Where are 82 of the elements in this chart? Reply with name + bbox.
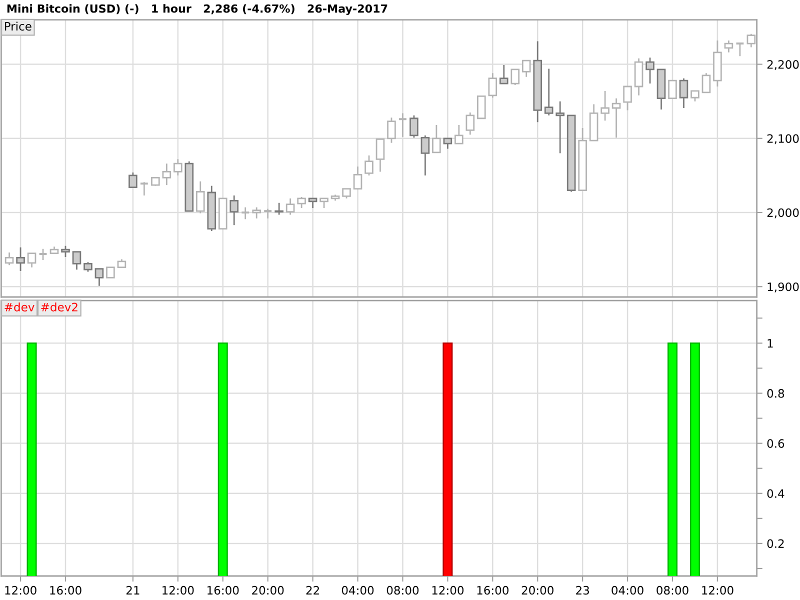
x-tick-label: 12:00 bbox=[432, 586, 464, 595]
candlestick bbox=[320, 198, 328, 209]
candlestick bbox=[308, 198, 318, 209]
candlestick bbox=[443, 138, 452, 150]
candlestick bbox=[162, 162, 172, 186]
x-tick-label: 12:00 bbox=[702, 586, 734, 595]
x-tick-label: 04:00 bbox=[612, 586, 644, 595]
y-tick-label: 0.6 bbox=[767, 439, 784, 448]
candlestick bbox=[84, 261, 92, 272]
candlestick bbox=[668, 80, 677, 100]
annotation: Price bbox=[4, 22, 32, 31]
candlestick bbox=[477, 95, 486, 120]
candlestick bbox=[646, 56, 654, 84]
candlestick bbox=[27, 252, 36, 268]
candlestick bbox=[252, 206, 261, 220]
candlestick bbox=[4, 252, 14, 266]
chart-title: Mini Bitcoin (USD) (-) 1 hour 2,286 (-4.67%) 26-May-2017 bbox=[7, 4, 388, 16]
candlestick bbox=[139, 181, 149, 196]
y-tick-label: 1 bbox=[768, 339, 773, 348]
candlestick bbox=[499, 64, 508, 84]
candlestick bbox=[746, 33, 756, 48]
candlestick bbox=[690, 90, 700, 102]
candlestick bbox=[679, 78, 688, 109]
x-tick-label: 04:00 bbox=[342, 586, 374, 595]
y-tick-label: 0.4 bbox=[767, 489, 784, 498]
y-tick-label: 1,900 bbox=[768, 282, 799, 292]
x-tick-label: 12:00 bbox=[162, 586, 194, 595]
annotation: #dev2 bbox=[41, 302, 78, 312]
candlestick bbox=[510, 68, 520, 86]
candlestick bbox=[702, 72, 711, 94]
candlestick bbox=[724, 40, 734, 54]
candlestick bbox=[364, 154, 374, 176]
y-tick-label: 2,200 bbox=[767, 60, 799, 70]
candlestick bbox=[94, 268, 104, 287]
candlestick bbox=[240, 206, 250, 220]
x-tick-label: 21 bbox=[126, 586, 140, 594]
x-tick-label: 12:00 bbox=[5, 586, 36, 595]
x-tick-label: 08:00 bbox=[656, 586, 688, 595]
candlestick bbox=[353, 166, 362, 190]
candlestick bbox=[38, 248, 48, 261]
candlestick bbox=[16, 246, 25, 272]
candlestick bbox=[735, 42, 745, 57]
x-tick-label: 16:00 bbox=[50, 586, 82, 595]
candlestick bbox=[128, 172, 138, 188]
y-tick-label: 0.8 bbox=[767, 389, 784, 398]
candlestick bbox=[600, 90, 610, 122]
candlestick bbox=[174, 158, 182, 176]
candlestick bbox=[556, 100, 564, 154]
annotation: #dev bbox=[4, 302, 34, 312]
candlestick bbox=[623, 86, 632, 111]
candlestick bbox=[196, 180, 205, 214]
candlestick bbox=[420, 134, 430, 176]
candlestick bbox=[522, 60, 531, 78]
candlestick bbox=[61, 245, 70, 258]
y-tick-label: 2,100 bbox=[767, 134, 799, 144]
candlestick bbox=[297, 196, 306, 209]
candlestick bbox=[544, 68, 554, 116]
x-tick-label: 08:00 bbox=[386, 586, 419, 595]
candlestick bbox=[376, 138, 385, 172]
candlestick bbox=[106, 266, 115, 278]
x-tick-label: 20:00 bbox=[252, 586, 284, 595]
candlestick bbox=[398, 112, 408, 138]
candlestick bbox=[274, 202, 284, 216]
x-tick-label: 16:00 bbox=[477, 586, 508, 595]
candlestick bbox=[466, 112, 475, 136]
x-tick-label: 22 bbox=[306, 586, 319, 594]
y-tick-label: 2,000 bbox=[767, 208, 799, 218]
candlestick bbox=[230, 194, 239, 226]
x-tick-label: 16:00 bbox=[208, 586, 239, 595]
x-tick-label: 20:00 bbox=[522, 586, 554, 595]
candlestick bbox=[263, 208, 273, 220]
candlestick bbox=[342, 188, 351, 200]
candlestick bbox=[387, 116, 396, 144]
candlestick bbox=[454, 124, 464, 144]
candlestick bbox=[286, 198, 295, 216]
x-tick-label: 23 bbox=[576, 586, 589, 595]
candlestick bbox=[612, 98, 621, 138]
y-tick-label: 0.2 bbox=[767, 539, 784, 548]
candlestick bbox=[432, 124, 441, 154]
candlestick bbox=[72, 251, 82, 270]
candlestick bbox=[488, 72, 498, 98]
candlestick bbox=[410, 114, 418, 138]
